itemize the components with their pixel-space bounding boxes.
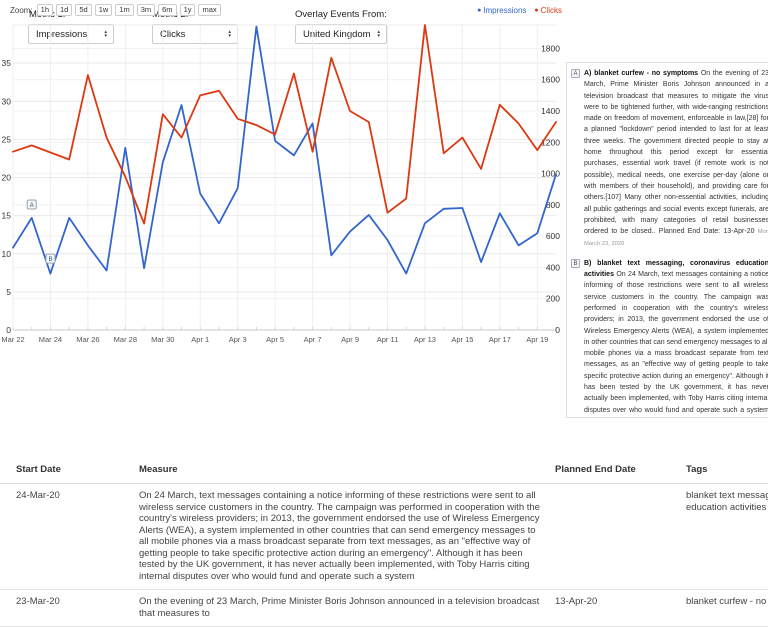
annotation-text: B) blanket text messaging, coronavirus e… — [584, 259, 768, 414]
left-axis-tick-label: 15 — [2, 211, 12, 221]
zoom-label: Zoom: — [10, 5, 33, 15]
x-axis-tick-label: Mar 22 — [1, 335, 24, 344]
x-axis-tick-label: Apr 5 — [266, 335, 284, 344]
x-axis-tick-label: Apr 7 — [304, 335, 322, 344]
zoom-controls: Zoom: 1h 1d 5d 1w 1m 3m 6m 1y max — [10, 4, 221, 16]
legend-item-impressions[interactable]: ● Impressions — [477, 6, 526, 15]
cell-measure: On 24 March, text messages containing a … — [139, 490, 540, 582]
annotation-letter-badge: A — [571, 69, 580, 78]
table-row: 24-Mar-20 On 24 March, text messages cont… — [0, 484, 768, 590]
x-axis-tick-label: Mar 28 — [114, 335, 137, 344]
annotation-title: A) blanket curfew - no symptoms — [584, 70, 701, 77]
clicks-line — [12, 24, 557, 225]
right-axis-tick-label: 0 — [555, 325, 560, 335]
left-axis-tick-label: 35 — [2, 58, 12, 68]
annotation-entry-A: A A) blanket curfew - no symptoms On the … — [571, 68, 768, 251]
x-axis-tick-label: Mar 26 — [76, 335, 99, 344]
metric2-value: Clicks — [160, 28, 186, 40]
right-axis-tick-label: 200 — [546, 294, 560, 304]
col-header-tags: Tags — [686, 464, 708, 475]
x-axis-tick-label: Apr 1 — [191, 335, 209, 344]
cell-tags: blanket text messaging, education activi… — [686, 490, 768, 513]
zoom-button-max[interactable]: max — [198, 4, 221, 16]
annotation-title: B) blanket text messaging, coronavirus e… — [584, 259, 768, 279]
right-axis-tick-label: 400 — [546, 262, 560, 272]
annotation-chart: Zoom: 1h 1d 5d 1w 1m 3m 6m 1y max ● Impressions ● C… — [0, 0, 568, 350]
right-axis-tick-label: 1600 — [541, 75, 560, 85]
updown-arrows-icon: ▲ ▼ — [227, 28, 232, 38]
overlay-select[interactable]: United Kingdom ▲ ▼ — [295, 24, 387, 44]
zoom-button-5d[interactable]: 5d — [75, 4, 92, 16]
updown-arrows-icon: ▲ ▼ — [376, 28, 381, 38]
x-axis-tick-label: Apr 13 — [414, 335, 436, 344]
legend-dot-icon: ● — [534, 6, 539, 14]
annotation-text: A) blanket curfew - no symptoms On the e… — [584, 70, 768, 248]
annotation-panel: A A) blanket curfew - no symptoms On the … — [566, 62, 768, 418]
impressions-line — [12, 25, 557, 275]
zoom-button-1m[interactable]: 1m — [115, 4, 134, 16]
metric1-value: Impressions — [36, 28, 88, 40]
overlay-value: United Kingdom — [303, 28, 371, 40]
left-axis-tick-label: 20 — [2, 173, 12, 183]
dual-axis-line-chart: 0 5 10 15 20 25 30 35 0 200 400 600 800 1000 1200 1400 1… — [1, 24, 560, 344]
x-axis-tick-label: Apr 11 — [377, 335, 399, 344]
cell-start-date: 23-Mar-20 — [16, 596, 60, 607]
flag-box — [26, 199, 37, 210]
col-header-measure: Measure — [139, 464, 178, 475]
x-axis-tick-label: Mar 24 — [39, 335, 62, 344]
chart-header: Zoom: 1h 1d 5d 1w 1m 3m 6m 1y max ● Impressions ● C… — [10, 3, 562, 17]
flag-letter: A — [30, 203, 34, 209]
table-body: 24-Mar-20 On 24 March, text messages cont… — [0, 484, 768, 627]
flag-letter: B — [48, 257, 52, 263]
x-axis-tick-label: Apr 17 — [489, 335, 511, 344]
zoom-button-1w[interactable]: 1w — [94, 4, 113, 16]
cell-tags: blanket curfew - no symptoms — [686, 596, 768, 607]
x-axis-tick-label: Apr 9 — [341, 335, 359, 344]
table-row: 23-Mar-20 On the evening of 23 March, Pri… — [0, 590, 768, 627]
right-axis-tick-label: 1400 — [541, 106, 560, 116]
legend-item-label: Impressions — [483, 5, 527, 15]
table-header-row: Start Date Measure Planned End Date Tags — [0, 455, 768, 484]
cell-start-date: 24-Mar-20 — [16, 490, 60, 501]
zoom-button-1h[interactable]: 1h — [36, 4, 54, 16]
right-axis-tick-label: 1000 — [541, 169, 560, 179]
zoom-button-6m[interactable]: 6m — [158, 4, 177, 16]
right-axis-tick-label: 1200 — [541, 137, 560, 147]
col-header-planned-end-date: Planned End Date — [555, 464, 636, 475]
overlay-label: Overlay Events From: — [295, 9, 387, 20]
left-axis-tick-label: 0 — [6, 325, 11, 335]
cell-measure: On the evening of 23 March, Prime Minist… — [139, 596, 540, 619]
x-axis-tick-label: Apr 3 — [229, 335, 247, 344]
cell-planned-end-date: 13-Apr-20 — [555, 596, 598, 607]
zoom-button-1d[interactable]: 1d — [56, 4, 73, 16]
annotation-letter-badge: B — [571, 258, 580, 268]
legend-item-clicks[interactable]: ● Clicks — [534, 6, 562, 15]
left-axis-tick-label: 10 — [2, 249, 12, 259]
chart-legend: ● Impressions ● Clicks — [477, 6, 562, 15]
right-axis-tick-label: 600 — [546, 231, 560, 241]
annotation-flag-B[interactable]: B — [45, 253, 56, 264]
col-header-start-date: Start Date — [16, 464, 61, 475]
legend-dot-icon: ● — [477, 6, 482, 14]
axis-labels: 0 5 10 15 20 25 30 35 0 200 400 600 800 1000 1200 1400 1… — [1, 43, 560, 344]
right-axis-tick-label: 800 — [546, 200, 560, 210]
measures-table: Start Date Measure Planned End Date Tags… — [0, 455, 768, 627]
flag-box — [45, 253, 56, 264]
annotation-flag-A[interactable]: A — [26, 199, 37, 210]
zoom-button-3m[interactable]: 3m — [136, 4, 156, 16]
x-axis-tick-label: Mar 30 — [151, 335, 174, 344]
zoom-button-1y[interactable]: 1y — [179, 4, 196, 16]
left-axis-tick-label: 25 — [2, 134, 12, 144]
x-axis-tick-label: Apr 19 — [526, 335, 548, 344]
cell-planned-end-date — [555, 490, 686, 582]
x-axis-tick-label: Apr 15 — [451, 335, 473, 344]
left-axis-tick-label: 5 — [6, 287, 11, 297]
updown-arrows-icon: ▲ ▼ — [103, 28, 108, 38]
annotation-date-note: Mon March 23, 2020 — [584, 229, 768, 248]
right-axis-tick-label: 1800 — [541, 43, 560, 53]
legend-item-label: Clicks — [540, 5, 562, 15]
gridlines — [12, 24, 557, 331]
left-axis-tick-label: 30 — [2, 96, 12, 106]
annotation-entry-B: B B) blanket text messaging, coronavirus … — [571, 258, 768, 417]
